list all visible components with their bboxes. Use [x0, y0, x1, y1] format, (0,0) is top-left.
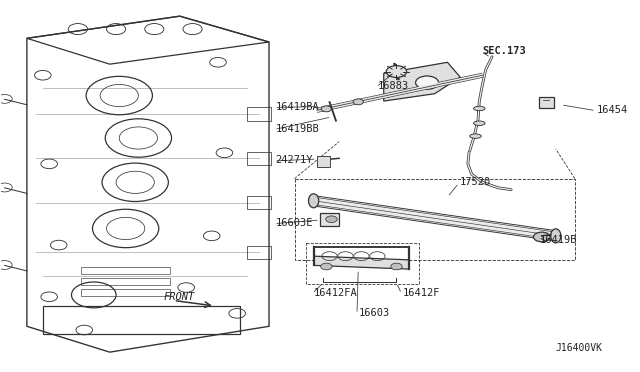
- Bar: [81, 267, 170, 274]
- Circle shape: [387, 65, 406, 77]
- Bar: [81, 278, 170, 285]
- Text: 16412F: 16412F: [403, 288, 440, 298]
- Polygon shape: [384, 62, 460, 101]
- Bar: [246, 196, 271, 209]
- Bar: [246, 152, 271, 165]
- Ellipse shape: [308, 194, 319, 208]
- Circle shape: [321, 263, 332, 270]
- Text: 24271Y: 24271Y: [275, 155, 313, 165]
- Bar: [81, 289, 170, 296]
- Circle shape: [326, 216, 337, 222]
- Ellipse shape: [470, 134, 481, 138]
- Circle shape: [534, 232, 550, 242]
- Text: 16603E: 16603E: [275, 218, 313, 228]
- Text: SEC.173: SEC.173: [483, 46, 526, 56]
- Text: 16419B: 16419B: [540, 234, 577, 244]
- Text: 16419BB: 16419BB: [275, 124, 319, 134]
- Circle shape: [321, 106, 332, 112]
- Bar: [320, 212, 339, 226]
- Bar: [539, 97, 554, 109]
- Polygon shape: [314, 256, 409, 269]
- Circle shape: [353, 99, 364, 105]
- Text: 16454: 16454: [597, 105, 628, 115]
- Bar: [317, 157, 330, 167]
- Bar: [294, 179, 575, 260]
- Ellipse shape: [474, 106, 485, 111]
- Circle shape: [391, 263, 402, 270]
- Bar: [246, 246, 271, 259]
- Text: J16400VK: J16400VK: [556, 343, 603, 353]
- Bar: [306, 243, 419, 284]
- Text: 17520: 17520: [460, 177, 492, 187]
- Ellipse shape: [550, 229, 561, 243]
- Ellipse shape: [474, 121, 485, 125]
- Circle shape: [415, 76, 438, 89]
- Text: FRONT: FRONT: [164, 292, 195, 302]
- Text: 16419BA: 16419BA: [275, 102, 319, 112]
- Text: 16883: 16883: [378, 81, 408, 91]
- Text: 16412FA: 16412FA: [314, 288, 357, 298]
- Text: 16603: 16603: [358, 308, 390, 318]
- Bar: [246, 108, 271, 121]
